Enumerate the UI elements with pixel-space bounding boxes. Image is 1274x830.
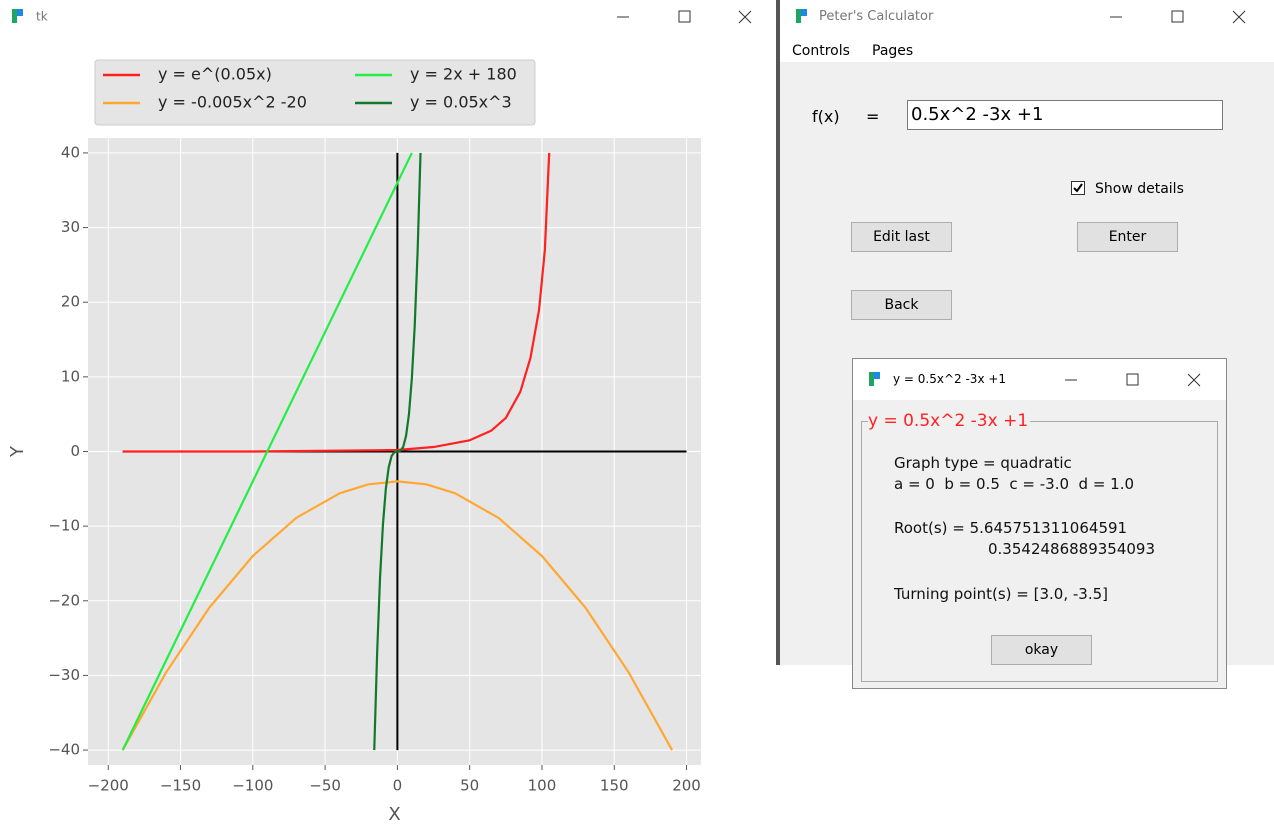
app-icon — [12, 9, 17, 23]
plot-window: tk −200 −150 −100 −50 0 50 100 150 200−40−30−20−… — [7, 9, 752, 825]
close-button[interactable] — [1232, 10, 1246, 24]
okay-button[interactable]: okay — [991, 635, 1092, 665]
title-bar — [796, 9, 1246, 24]
legend-box — [94, 59, 536, 126]
y-tick-label: −10 — [48, 517, 80, 535]
function-input[interactable]: 0.5x^2 -3x +1 — [907, 100, 1223, 130]
graph-type: Graph type = quadratic — [894, 454, 1072, 472]
enter-button[interactable]: Enter — [1077, 222, 1178, 252]
x-tick-label: 200 — [672, 777, 701, 795]
maximize-button[interactable] — [678, 10, 691, 23]
series-line — [121, 480, 674, 751]
app-icon — [874, 372, 880, 379]
dialog-title-bar — [853, 359, 1226, 400]
dialog-window: y = 0.5x^2 -3x +1 y = 0.5x^2 -3x +1 Grap… — [852, 358, 1227, 689]
maximize-button[interactable] — [1171, 10, 1184, 23]
checkmark — [1073, 183, 1083, 193]
close-button[interactable] — [1187, 373, 1201, 387]
series-line — [121, 152, 413, 751]
window-title: tk — [36, 10, 48, 24]
window-title: Peter's Calculator — [819, 9, 934, 24]
y-tick-label: −30 — [48, 666, 80, 684]
x-tick-label: 150 — [600, 777, 629, 795]
x-tick-label: 0 — [393, 777, 403, 795]
back-button[interactable]: Back — [851, 290, 952, 320]
x-tick-label: −150 — [160, 777, 201, 795]
app-icon — [801, 9, 807, 16]
x-tick-label: −50 — [309, 777, 341, 795]
legend-label: y = 2x + 180 — [410, 65, 517, 84]
menu-item[interactable]: Controls — [792, 43, 850, 59]
edit-last-button[interactable]: Edit last — [851, 222, 952, 252]
legend-label: y = -0.005x^2 -20 — [158, 93, 307, 112]
group-label: y = 0.5x^2 -3x +1 — [868, 411, 1031, 431]
checkbox-label[interactable]: Show details — [1095, 181, 1184, 197]
y-tick-label: 10 — [61, 367, 80, 385]
x-tick-label: 100 — [528, 777, 557, 795]
dialog-controls — [869, 372, 1201, 387]
root-1: Root(s) = 5.645751311064591 — [894, 519, 1128, 537]
x-tick-label: −100 — [232, 777, 273, 795]
x-axis-label: X — [388, 804, 400, 825]
checkbox[interactable] — [1071, 181, 1086, 196]
series-line — [373, 152, 422, 751]
group-box — [861, 421, 1218, 682]
coefficients: a = 0 b = 0.5 c = -3.0 d = 1.0 — [894, 475, 1135, 493]
title-menu-area — [780, 0, 1274, 62]
y-tick-label: 40 — [61, 143, 80, 161]
x-tick-label: −200 — [88, 777, 129, 795]
dialog-title: y = 0.5x^2 -3x +1 — [893, 372, 1007, 386]
maximize-button[interactable] — [1126, 373, 1139, 386]
y-tick-label: −20 — [48, 591, 80, 609]
y-tick-label: 0 — [70, 442, 80, 460]
app-icon — [869, 372, 874, 386]
equals-label: = — [866, 107, 880, 126]
function-label: f(x) — [812, 107, 840, 126]
y-axis-label: Y — [7, 445, 28, 458]
menu-item[interactable]: Pages — [872, 43, 914, 59]
window-border — [776, 0, 780, 665]
close-button[interactable] — [738, 10, 752, 24]
y-tick-label: −40 — [48, 741, 80, 759]
root-2: 0.3542486889354093 — [988, 540, 1156, 558]
y-tick-label: 30 — [61, 218, 80, 236]
y-tick-label: 20 — [61, 293, 80, 311]
series-line — [122, 152, 551, 453]
legend-label: y = e^(0.05x) — [158, 65, 272, 84]
legend-label: y = 0.05x^3 — [410, 93, 512, 112]
turning-point: Turning point(s) = [3.0, -3.5] — [894, 585, 1109, 603]
app-icon — [796, 9, 801, 23]
app-icon — [17, 9, 23, 16]
x-tick-label: 50 — [460, 777, 479, 795]
